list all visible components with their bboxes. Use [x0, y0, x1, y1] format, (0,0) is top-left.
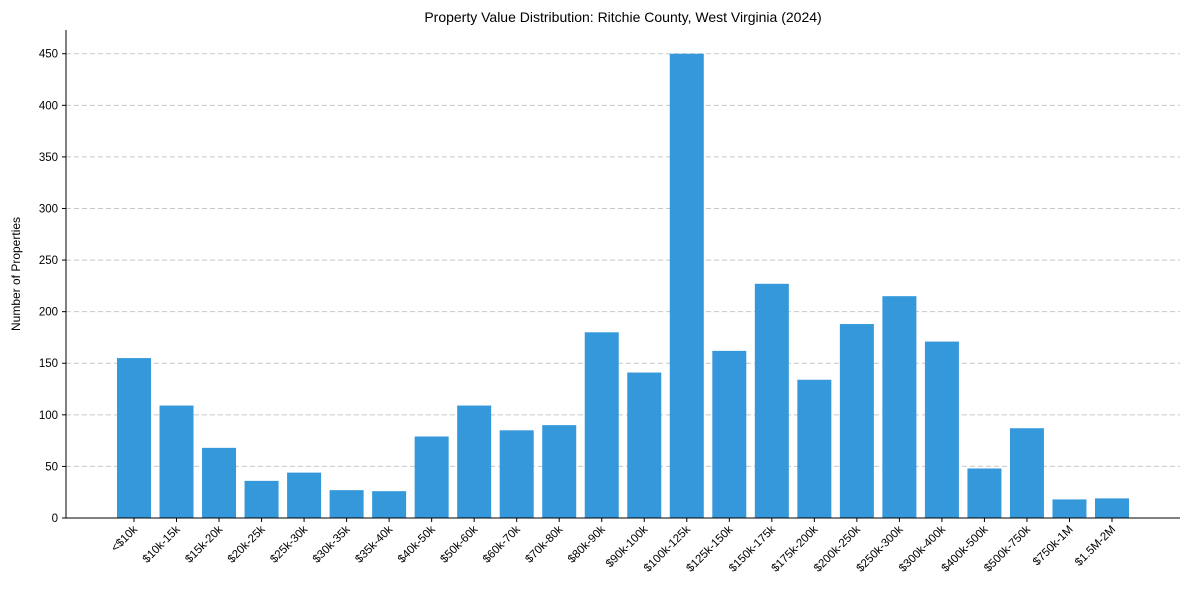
bar	[797, 379, 832, 518]
x-tick-label: $70k-80k	[523, 523, 565, 565]
y-tick-label: 350	[39, 152, 58, 164]
x-tick-label: $20k-25k	[226, 523, 268, 565]
bar	[287, 472, 322, 518]
y-ticks: 0 50 100 150 200 250 300 350 400 450	[39, 49, 66, 525]
y-tick-label: 50	[45, 461, 58, 473]
bar	[882, 296, 917, 518]
bar	[669, 53, 704, 519]
y-tick-label: 300	[39, 203, 58, 215]
bar	[159, 405, 194, 518]
bar	[457, 405, 492, 518]
bar	[329, 490, 364, 518]
bar	[627, 372, 662, 518]
x-tick-label: $50k-60k	[438, 523, 480, 565]
y-axis-label: Number of Properties	[9, 217, 23, 331]
bar	[542, 425, 577, 518]
x-tick-label: $15k-20k	[183, 523, 225, 565]
bar	[414, 436, 449, 518]
x-tick-label: $10k-15k	[141, 523, 183, 565]
x-tick-label: $1.5M-2M	[1073, 524, 1118, 569]
bar	[924, 341, 959, 518]
x-ticks: <$10k $10k-15k $15k-20k $20k-25k $25k-30k $30…	[109, 518, 1118, 575]
chart-title: Property Value Distribution: Ritchie Cou…	[424, 9, 821, 25]
bar	[967, 468, 1002, 518]
bar	[754, 283, 789, 518]
gridlines	[66, 53, 1180, 467]
bar	[372, 491, 407, 518]
bar	[117, 358, 151, 518]
x-tick-label: $40k-50k	[396, 523, 438, 565]
y-tick-label: 100	[39, 410, 58, 422]
bar	[712, 350, 747, 518]
y-tick-label: 150	[39, 358, 58, 370]
bar	[499, 430, 534, 518]
y-tick-label: 200	[39, 307, 58, 319]
x-tick-label: $80k-90k	[566, 523, 608, 565]
y-tick-label: 400	[39, 100, 58, 112]
bar	[1095, 498, 1129, 518]
x-tick-label: $25k-30k	[268, 523, 310, 565]
bar	[1009, 428, 1044, 518]
x-tick-label: $30k-35k	[311, 523, 353, 565]
y-tick-label: 450	[39, 49, 58, 61]
bar	[839, 324, 874, 518]
x-tick-label: $35k-40k	[353, 523, 395, 565]
x-tick-label: $500k-750k	[982, 523, 1033, 574]
axes	[65, 30, 1180, 519]
x-tick-label: $750k-1M	[1031, 524, 1076, 569]
y-tick-label: 250	[39, 255, 58, 267]
bar	[584, 332, 619, 518]
x-tick-label: $60k-70k	[481, 523, 523, 565]
bar	[244, 480, 279, 518]
bar	[1052, 499, 1087, 518]
y-tick-label: 0	[52, 513, 58, 525]
bars	[117, 53, 1129, 519]
x-tick-label: <$10k	[109, 523, 140, 554]
bar	[202, 447, 237, 518]
